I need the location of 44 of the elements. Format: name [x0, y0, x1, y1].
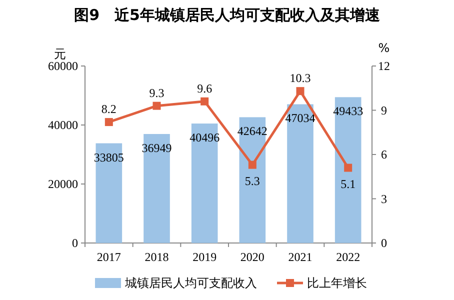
legend-label: 城镇居民人均可支配收入 — [124, 276, 257, 290]
data-label: 42642 — [237, 124, 268, 138]
y2-tick-label: 6 — [381, 148, 387, 162]
data-label: 9.3 — [149, 86, 164, 100]
bar — [191, 124, 218, 243]
point — [296, 87, 304, 96]
bar — [239, 117, 266, 243]
legend-label: 比上年增长 — [307, 276, 367, 290]
y2-tick-label: 0 — [381, 236, 387, 250]
x-tick-label: 2020 — [240, 250, 264, 264]
y-axis-title: 元 — [54, 47, 66, 61]
data-label: 10.3 — [290, 71, 311, 86]
x-tick-label: 2022 — [336, 250, 360, 264]
y-tick-label: 0 — [72, 236, 78, 250]
y2-axis-title: % — [378, 41, 390, 55]
point — [152, 102, 161, 110]
point — [104, 118, 113, 126]
data-label: 49433 — [333, 104, 364, 118]
x-tick-label: 2017 — [96, 250, 121, 264]
point — [248, 160, 256, 169]
point — [344, 164, 352, 172]
y-tick-label: 60000 — [48, 59, 78, 73]
data-label: 36949 — [142, 141, 172, 155]
data-label: 33805 — [94, 150, 124, 164]
bar — [334, 97, 362, 243]
x-tick-label: 2018 — [144, 250, 169, 264]
data-label: 5.3 — [244, 174, 260, 188]
x-tick-label: 2021 — [288, 250, 312, 264]
bar — [287, 104, 314, 243]
data-label: 47034 — [285, 111, 316, 126]
y2-tick-label: 3 — [381, 192, 387, 206]
x-tick-label: 2019 — [192, 250, 217, 264]
data-label: 9.6 — [197, 81, 212, 96]
y2-tick-label: 9 — [381, 103, 387, 118]
point — [200, 97, 209, 106]
y2-tick-label: 12 — [378, 59, 390, 73]
data-label: 5.1 — [340, 176, 356, 191]
bar — [96, 143, 122, 243]
bar — [144, 134, 170, 243]
data-label: 8.2 — [101, 102, 116, 116]
y-tick-label: 20000 — [48, 177, 78, 191]
chart-title: 图9 近5年城镇居民人均可支配收入及其增速 — [74, 6, 381, 24]
data-label: 40496 — [190, 130, 220, 145]
y-tick-label: 40000 — [48, 118, 78, 132]
